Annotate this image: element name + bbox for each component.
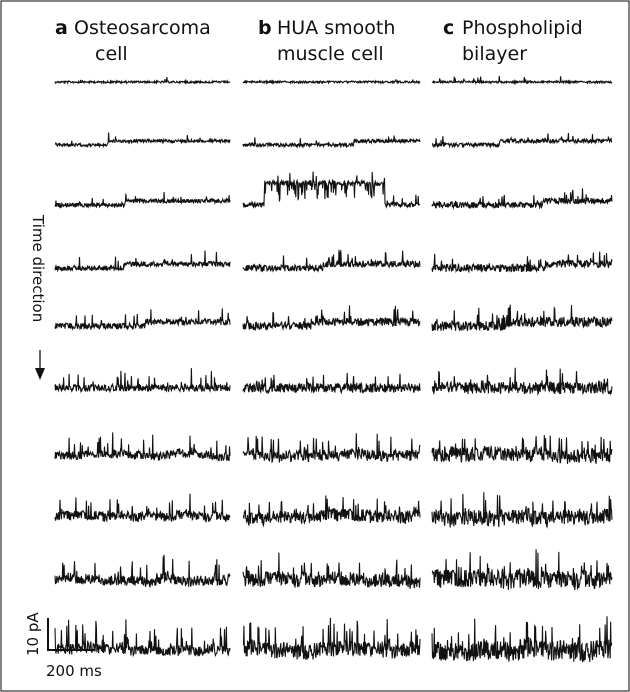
current-trace xyxy=(431,132,613,149)
current-trace xyxy=(54,368,231,394)
current-trace xyxy=(242,79,421,85)
current-trace xyxy=(431,492,613,529)
panel-title: bilayer xyxy=(462,43,527,65)
current-trace xyxy=(242,249,421,273)
current-trace xyxy=(431,367,613,396)
current-trace xyxy=(242,433,421,464)
current-trace xyxy=(431,188,613,210)
time-arrow-head xyxy=(35,368,45,380)
current-trace xyxy=(54,619,231,658)
panel-letter: a xyxy=(55,17,68,39)
current-trace xyxy=(242,495,421,528)
traces xyxy=(54,75,613,663)
current-trace xyxy=(54,308,231,331)
scale-current: 10 pA xyxy=(24,612,42,656)
panel-title: Phospholipid xyxy=(462,17,583,39)
panel-letter: b xyxy=(258,17,272,39)
current-trace xyxy=(242,372,421,395)
current-trace xyxy=(54,554,231,589)
current-trace xyxy=(54,250,231,273)
panel-title: Osteosarcoma xyxy=(74,17,211,39)
current-trace xyxy=(54,191,231,210)
titles: a Osteosarcoma cell b HUA smooth muscle cell c… xyxy=(55,17,583,65)
current-trace xyxy=(242,135,421,149)
current-trace xyxy=(431,616,613,663)
time-label: Time direction xyxy=(29,214,47,322)
panel-letter: c xyxy=(443,17,454,39)
current-trace xyxy=(242,552,421,589)
current-trace xyxy=(431,549,613,591)
current-trace xyxy=(431,435,613,464)
scale-time: 200 ms xyxy=(46,662,102,680)
panel-title: HUA smooth xyxy=(277,17,395,39)
current-trace xyxy=(242,171,421,209)
current-trace xyxy=(431,251,613,274)
current-trace xyxy=(242,617,421,660)
panel-title: muscle cell xyxy=(277,43,384,65)
current-trace xyxy=(54,493,231,523)
current-trace xyxy=(242,305,421,331)
panel-title: cell xyxy=(95,43,128,65)
current-trace xyxy=(54,132,231,149)
scale-bar xyxy=(47,618,95,651)
current-trace xyxy=(54,432,231,462)
current-trace xyxy=(431,75,613,86)
current-trace xyxy=(431,304,613,332)
current-trace xyxy=(54,76,231,85)
